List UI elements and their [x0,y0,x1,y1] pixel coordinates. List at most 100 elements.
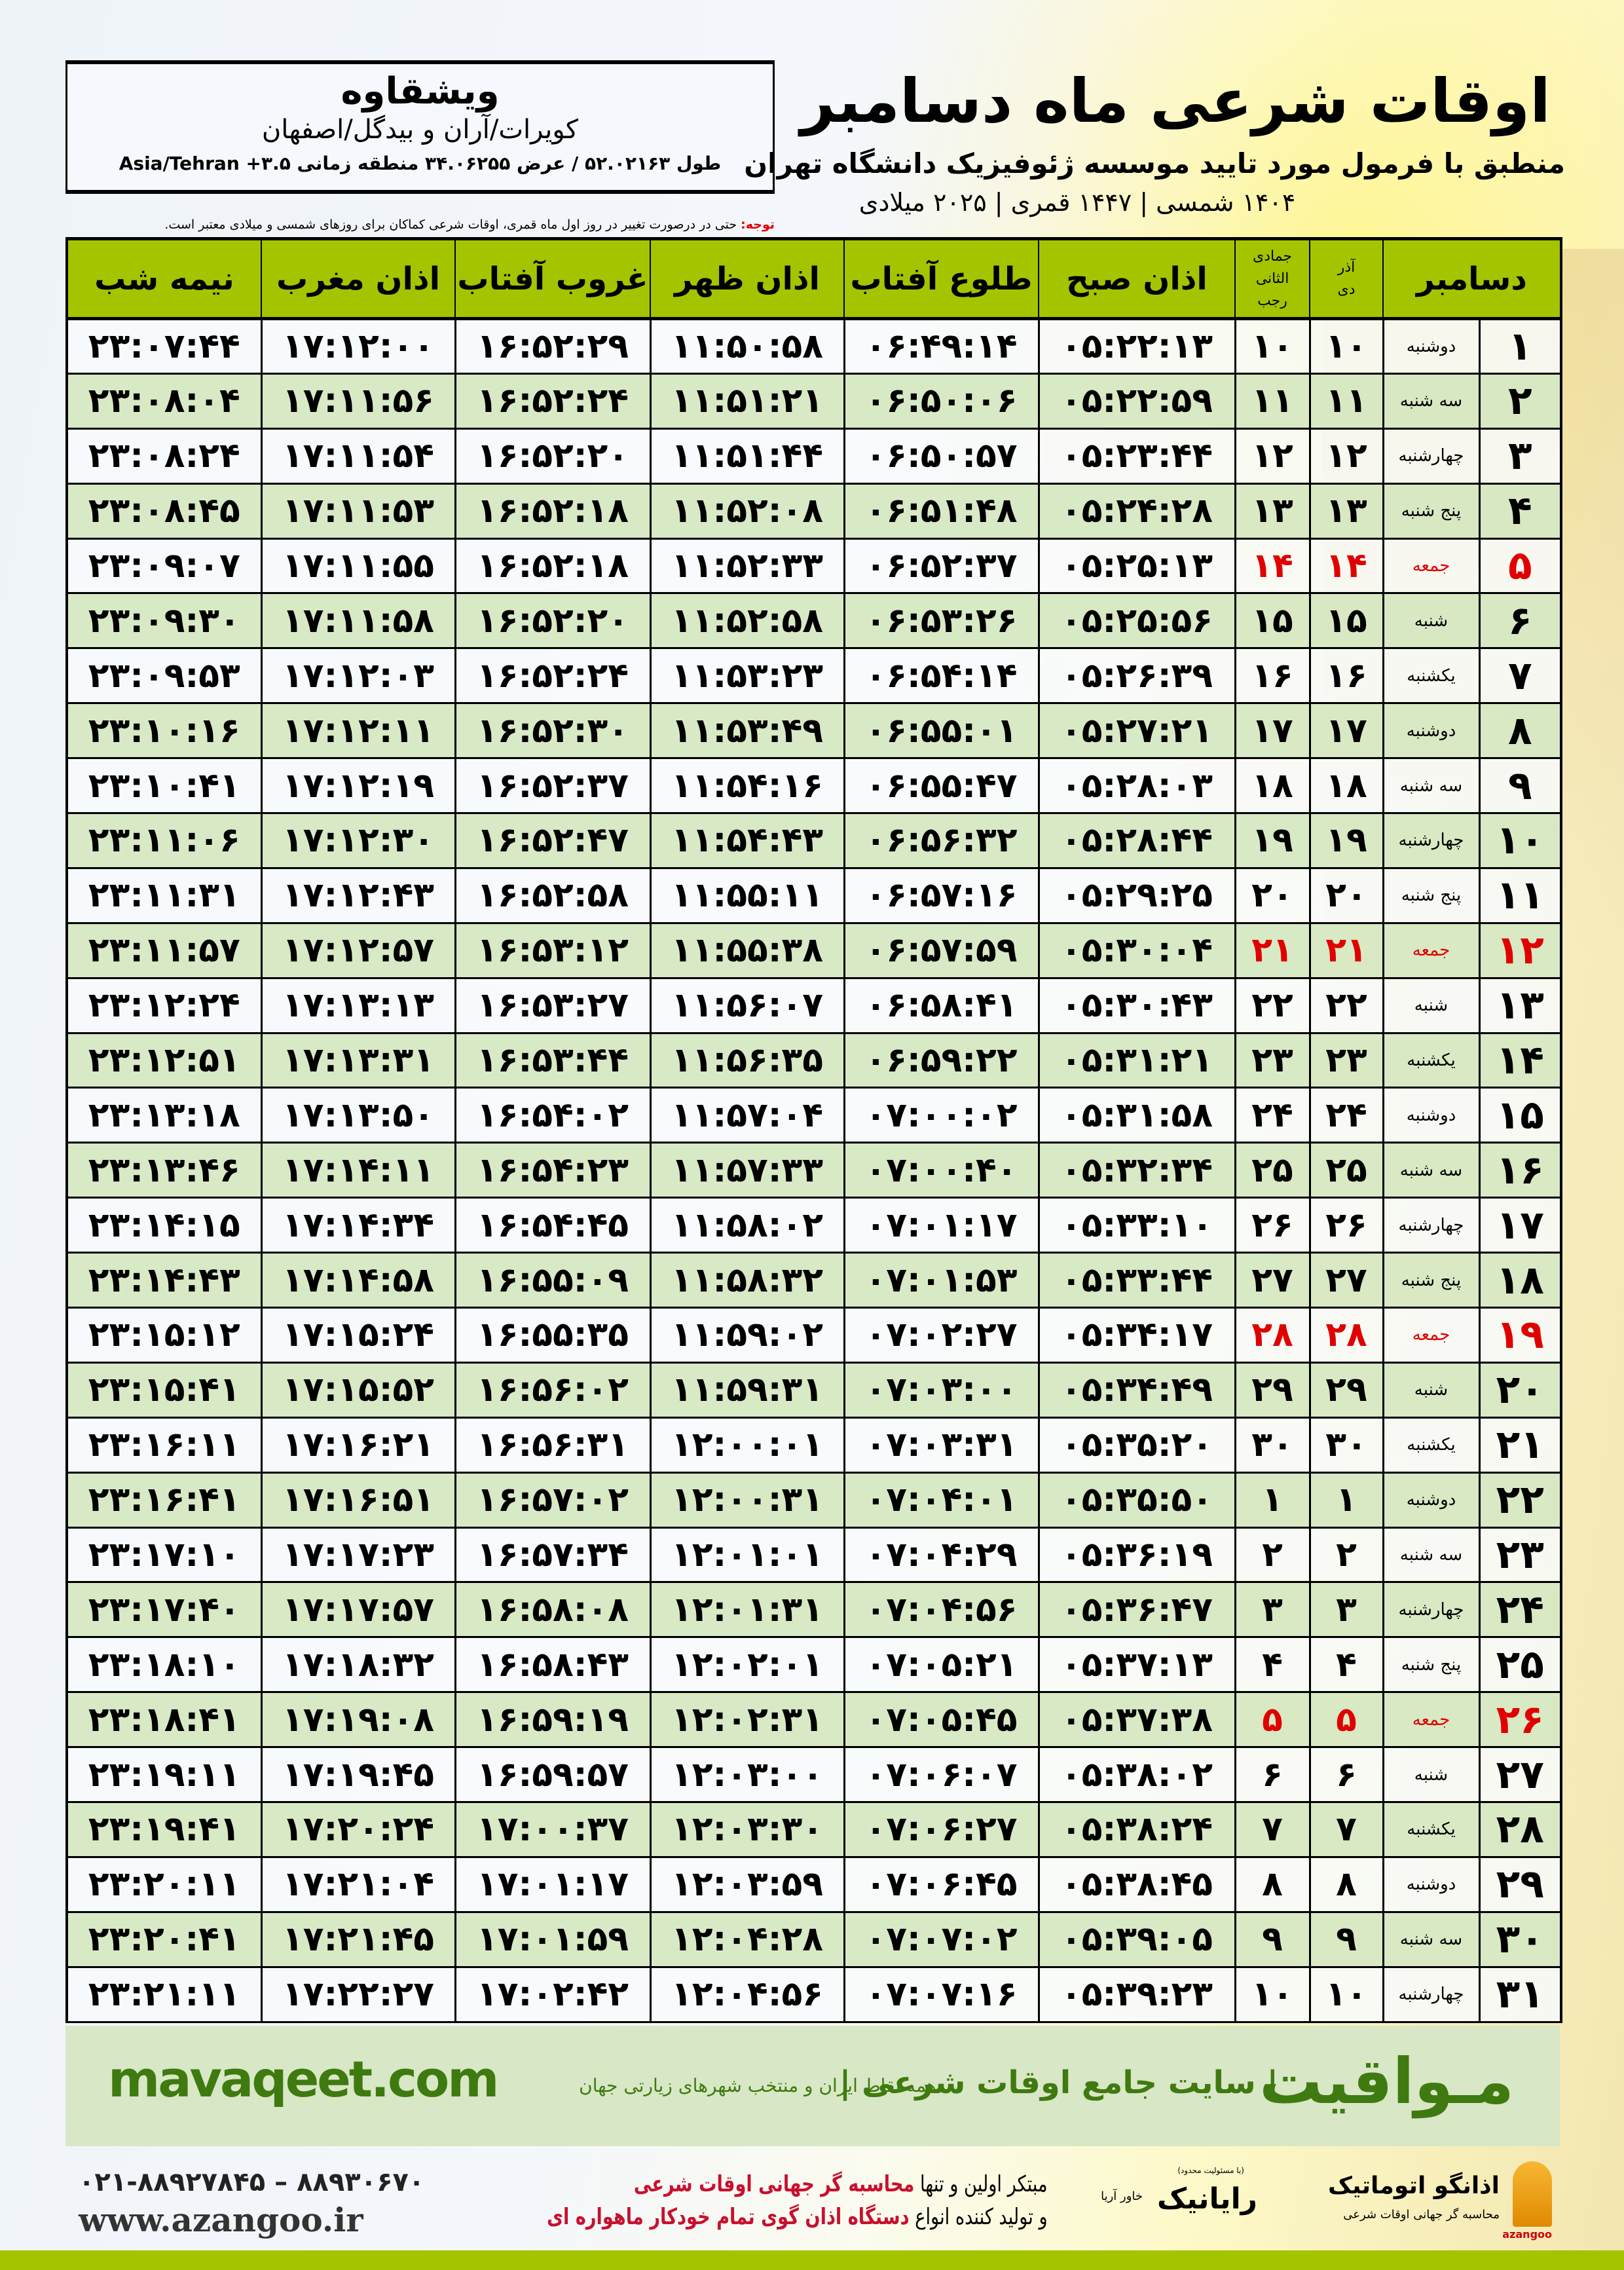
cell-hijri: ۱۰ [1234,1965,1311,2023]
cell-shamsi: ۱۸ [1308,757,1384,815]
cell-maghrib: ۱۷:۱۲:۵۷ [260,921,456,979]
cell-midnight: ۲۳:۱۴:۱۵ [65,1197,263,1254]
cell-day: ۳۰ [1478,1910,1562,1968]
cell-hijri: ۱۶ [1234,647,1311,705]
cell-midnight: ۲۳:۱۹:۱۱ [65,1746,263,1804]
cell-fajr: ۰۵:۲۲:۱۳ [1037,318,1236,375]
cell-sunrise: ۰۶:۴۹:۱۴ [843,318,1040,375]
cell-hijri: ۷ [1234,1801,1311,1858]
cell-hijri: ۱۴ [1234,537,1311,595]
cell-day: ۲۶ [1478,1691,1562,1749]
cell-dhuhr: ۱۲:۰۲:۰۱ [649,1636,845,1694]
cell-shamsi: ۱۰ [1308,318,1384,375]
cell-maghrib: ۱۷:۱۶:۵۱ [260,1471,456,1529]
cell-sunset: ۱۶:۵۳:۲۷ [454,977,652,1034]
cell-maghrib: ۱۷:۱۵:۵۲ [260,1361,456,1419]
cell-weekday: سه شنبه [1382,757,1481,815]
cell-weekday: دوشنبه [1382,702,1481,760]
mavaqeet-url[interactable]: mavaqeet.com [108,2050,499,2108]
table-row: ۱۳ شنبه ۲۲ ۲۲ ۰۵:۳۰:۴۳ ۰۶:۵۸:۴۱ ۱۱:۵۶:۰۷ ۱۶:۵۳:… [65,977,1562,1034]
cell-hijri: ۱ [1234,1471,1311,1529]
table-row: ۲۹ دوشنبه ۸ ۸ ۰۵:۳۸:۴۵ ۰۷:۰۶:۴۵ ۱۲:۰۳:۵۹ ۱۷:۰۱:… [65,1855,1562,1913]
cell-fajr: ۰۵:۲۵:۵۶ [1037,592,1236,650]
sponsor-footer: اذانگو اتوماتیک محاسبه گر جهانی اوقات شر… [0,2161,1624,2243]
cell-dhuhr: ۱۱:۵۲:۳۳ [649,537,845,595]
azangoo-website[interactable]: www.azangoo.ir [79,2201,363,2239]
cell-sunset: ۱۶:۵۲:۲۴ [454,372,652,430]
cell-midnight: ۲۳:۱۲:۲۴ [65,977,263,1034]
cell-dhuhr: ۱۱:۵۵:۱۱ [649,866,845,924]
cell-shamsi: ۲۶ [1308,1197,1384,1254]
header-fajr: اذان صبح [1038,237,1235,320]
minaret-icon [1513,2161,1552,2227]
cell-sunrise: ۰۶:۵۰:۰۶ [843,372,1040,430]
cell-weekday: شنبه [1382,1361,1481,1419]
cell-fajr: ۰۵:۲۲:۵۹ [1037,372,1236,430]
header-sunrise: طلوع آفتاب [843,237,1039,320]
cell-day: ۲۰ [1478,1361,1562,1419]
cell-dhuhr: ۱۲:۰۰:۰۱ [649,1416,845,1474]
cell-midnight: ۲۳:۱۱:۳۱ [65,866,263,924]
table-row: ۱ دوشنبه ۱۰ ۱۰ ۰۵:۲۲:۱۳ ۰۶:۴۹:۱۴ ۱۱:۵۰:۵۸ ۱۶:۵۲… [65,318,1562,375]
bottom-accent-bar [0,2250,1624,2270]
table-row: ۲۵ پنج شنبه ۴ ۴ ۰۵:۳۷:۱۳ ۰۷:۰۵:۲۱ ۱۲:۰۲:۰۱ ۱۶:۵… [65,1636,1562,1694]
cell-maghrib: ۱۷:۲۰:۲۴ [260,1801,456,1858]
cell-hijri: ۱۲ [1234,427,1311,485]
table-row: ۱۱ پنج شنبه ۲۰ ۲۰ ۰۵:۲۹:۲۵ ۰۶:۵۷:۱۶ ۱۱:۵۵:۱۱ ۱۶… [65,866,1562,924]
mavaqeet-slogan: | سایت جامع اوقات شرعی | [839,2064,1278,2101]
cell-hijri: ۱۳ [1234,482,1311,540]
cell-fajr: ۰۵:۳۶:۱۹ [1037,1526,1236,1584]
header-midnight: نیمه شب [66,237,261,320]
cell-fajr: ۰۵:۳۰:۰۴ [1037,921,1236,979]
cell-fajr: ۰۵:۳۸:۰۲ [1037,1746,1236,1804]
cell-dhuhr: ۱۱:۵۳:۴۹ [649,702,845,760]
cell-sunset: ۱۶:۵۲:۲۰ [454,592,652,650]
cell-weekday: دوشنبه [1382,1471,1481,1529]
cell-sunset: ۱۶:۵۶:۰۲ [454,1361,652,1419]
table-row: ۳۱ چهارشنبه ۱۰ ۱۰ ۰۵:۳۹:۲۳ ۰۷:۰۷:۱۶ ۱۲:۰۴:۵۶ ۱۷… [65,1965,1562,2023]
cell-dhuhr: ۱۱:۵۷:۳۳ [649,1142,845,1199]
cell-sunrise: ۰۷:۰۶:۲۷ [843,1801,1040,1858]
cell-weekday: چهارشنبه [1382,812,1481,869]
cell-shamsi: ۶ [1308,1746,1384,1804]
cell-midnight: ۲۳:۱۹:۴۱ [65,1801,263,1858]
cell-hijri: ۲۹ [1234,1361,1311,1419]
cell-sunset: ۱۶:۵۴:۰۲ [454,1087,652,1144]
cell-sunrise: ۰۷:۰۰:۴۰ [843,1142,1040,1199]
page-header: اوقات شرعی ماه دسامبر منطبق با فرمول مور… [744,62,1565,219]
table-row: ۲۷ شنبه ۶ ۶ ۰۵:۳۸:۰۲ ۰۷:۰۶:۰۷ ۱۲:۰۳:۰۰ ۱۶:۵۹:۵۷… [65,1746,1562,1804]
cell-shamsi: ۲۵ [1308,1142,1384,1199]
cell-midnight: ۲۳:۱۶:۱۱ [65,1416,263,1474]
table-row: ۱۶ سه شنبه ۲۵ ۲۵ ۰۵:۳۲:۳۴ ۰۷:۰۰:۴۰ ۱۱:۵۷:۳۳ ۱۶:… [65,1142,1562,1199]
azangoo-logo-name: اذانگو اتوماتیک [1327,2172,1500,2199]
cell-fajr: ۰۵:۳۸:۴۵ [1037,1855,1236,1913]
header-month: دسامبر [1382,237,1561,320]
table-row: ۵ جمعه ۱۴ ۱۴ ۰۵:۲۵:۱۳ ۰۶:۵۲:۳۷ ۱۱:۵۲:۳۳ ۱۶:۵۲:۱… [65,537,1562,595]
cell-fajr: ۰۵:۳۷:۱۳ [1037,1636,1236,1694]
cell-day: ۵ [1478,537,1562,595]
cell-shamsi: ۱۲ [1308,427,1384,485]
cell-day: ۱ [1478,318,1562,375]
cell-hijri: ۲۷ [1234,1252,1311,1309]
cell-dhuhr: ۱۱:۵۹:۰۲ [649,1307,845,1364]
cell-hijri: ۸ [1234,1855,1311,1913]
cell-maghrib: ۱۷:۱۶:۲۱ [260,1416,456,1474]
cell-dhuhr: ۱۲:۰۴:۵۶ [649,1965,845,2023]
table-row: ۹ سه شنبه ۱۸ ۱۸ ۰۵:۲۸:۰۳ ۰۶:۵۵:۴۷ ۱۱:۵۴:۱۶ ۱۶:۵… [65,757,1562,815]
cell-sunrise: ۰۷:۰۳:۳۱ [843,1416,1040,1474]
cell-weekday: شنبه [1382,592,1481,650]
cell-weekday: یکشنبه [1382,1801,1481,1858]
header-hijri-bottom: رجب [1257,292,1287,309]
cell-hijri: ۱۸ [1234,757,1311,815]
cell-dhuhr: ۱۱:۵۴:۱۶ [649,757,845,815]
header-sunset: غروب آفتاب [454,237,650,320]
cell-sunset: ۱۶:۵۸:۴۳ [454,1636,652,1694]
cell-dhuhr: ۱۱:۵۹:۳۱ [649,1361,845,1419]
cell-maghrib: ۱۷:۱۲:۱۹ [260,757,456,815]
cell-midnight: ۲۳:۰۹:۰۷ [65,537,263,595]
header-maghrib: اذان مغرب [261,237,455,320]
cell-hijri: ۲۰ [1234,866,1311,924]
table-row: ۱۲ جمعه ۲۱ ۲۱ ۰۵:۳۰:۰۴ ۰۶:۵۷:۵۹ ۱۱:۵۵:۳۸ ۱۶:۵۳:… [65,921,1562,979]
cell-midnight: ۲۳:۱۵:۴۱ [65,1361,263,1419]
cell-hijri: ۹ [1234,1910,1311,1968]
